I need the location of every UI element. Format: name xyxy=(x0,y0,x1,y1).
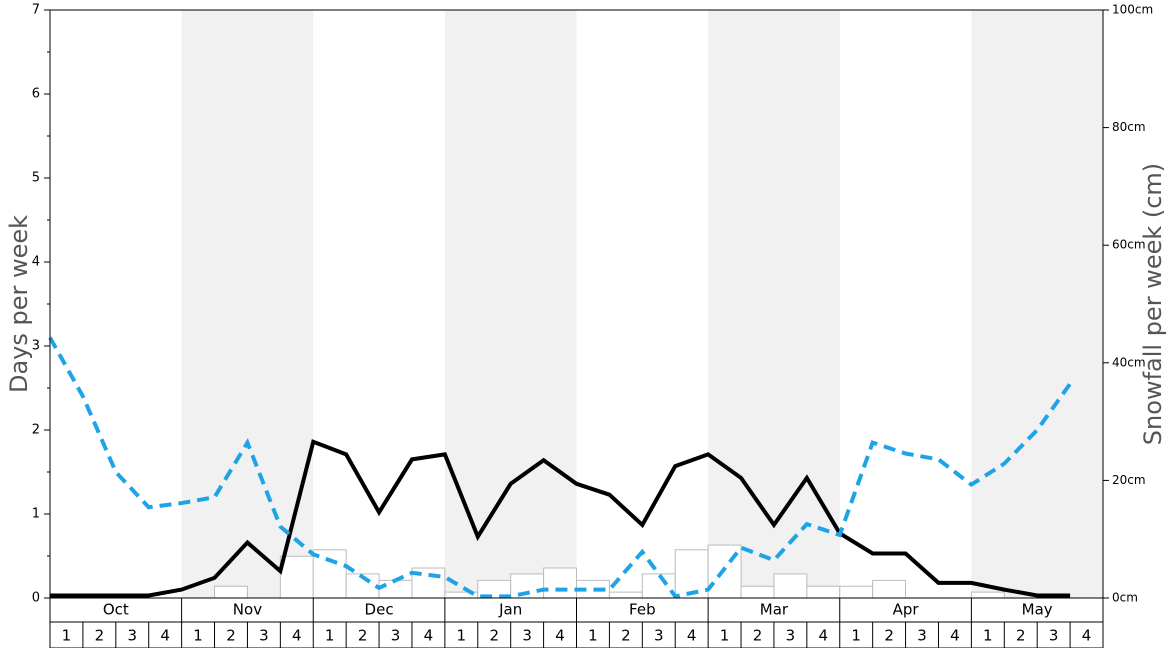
month-band xyxy=(181,10,314,598)
month-label: Mar xyxy=(760,601,789,619)
y-tick-label: 7 xyxy=(32,3,40,18)
y-tick-label: 5 xyxy=(32,171,40,186)
week-label: 3 xyxy=(917,627,927,645)
week-label: 4 xyxy=(950,627,960,645)
month-label: May xyxy=(1022,601,1053,619)
week-label: 3 xyxy=(522,627,532,645)
bar xyxy=(773,573,808,599)
week-label: 2 xyxy=(1016,627,1026,645)
week-label: 4 xyxy=(424,627,434,645)
week-label: 1 xyxy=(193,627,203,645)
line-series xyxy=(50,439,1071,598)
bar xyxy=(641,573,676,599)
week-label: 4 xyxy=(555,627,565,645)
week-label: 4 xyxy=(292,627,302,645)
week-label: 4 xyxy=(1082,627,1092,645)
y2-tick-label: 60cm xyxy=(1112,238,1146,252)
week-label: 2 xyxy=(358,627,368,645)
y2-tick-label: 20cm xyxy=(1112,473,1146,487)
y2-axis-label: Snowfall per week (cm) xyxy=(1139,163,1167,445)
y-tick-label: 0 xyxy=(32,591,40,606)
month-label: Jan xyxy=(498,601,522,619)
bar xyxy=(378,579,413,599)
y2-tick-label: 40cm xyxy=(1112,355,1146,369)
y-tick-label: 3 xyxy=(32,339,40,354)
week-label: 2 xyxy=(226,627,236,645)
week-label: 2 xyxy=(489,627,499,645)
bar xyxy=(740,585,775,599)
y-tick-label: 1 xyxy=(32,507,40,522)
week-label: 1 xyxy=(62,627,72,645)
month-label: Oct xyxy=(103,601,129,619)
week-label: 1 xyxy=(720,627,730,645)
week-label: 1 xyxy=(851,627,861,645)
week-label: 4 xyxy=(160,627,170,645)
bar xyxy=(970,591,1005,599)
bar xyxy=(279,555,314,599)
week-label: 4 xyxy=(819,627,829,645)
bar xyxy=(214,585,248,599)
bar xyxy=(872,579,907,599)
week-label: 2 xyxy=(95,627,105,645)
month-label: Dec xyxy=(365,601,394,619)
y2-tick-label: 80cm xyxy=(1112,120,1146,134)
line-series xyxy=(48,336,1072,599)
month-band xyxy=(708,10,840,598)
y-tick-label: 6 xyxy=(32,87,40,102)
week-label: 3 xyxy=(786,627,796,645)
week-label: 1 xyxy=(588,627,598,645)
month-band xyxy=(971,10,1103,598)
month-label: Apr xyxy=(893,601,920,619)
week-label: 3 xyxy=(259,627,269,645)
y-tick-label: 4 xyxy=(32,255,40,270)
month-band xyxy=(444,10,577,598)
bar xyxy=(674,549,709,599)
week-label: 4 xyxy=(687,627,697,645)
y2-tick-label: 0cm xyxy=(1112,591,1138,605)
bar xyxy=(608,591,643,599)
y-tick-label: 2 xyxy=(32,423,40,438)
bar xyxy=(543,567,577,599)
y-axis-label: Days per week xyxy=(5,215,33,393)
week-label: 2 xyxy=(884,627,894,645)
week-label: 1 xyxy=(457,627,467,645)
month-label: Feb xyxy=(629,601,656,619)
bar xyxy=(839,585,874,599)
month-label: Nov xyxy=(233,601,262,619)
week-label: 3 xyxy=(391,627,401,645)
week-label: 2 xyxy=(753,627,763,645)
week-label: 3 xyxy=(127,627,137,645)
bar xyxy=(806,585,841,599)
week-label: 1 xyxy=(983,627,993,645)
y2-tick-label: 100cm xyxy=(1112,3,1153,17)
week-label: 1 xyxy=(325,627,335,645)
week-label: 3 xyxy=(654,627,664,645)
week-label: 3 xyxy=(1049,627,1059,645)
week-label: 2 xyxy=(621,627,631,645)
